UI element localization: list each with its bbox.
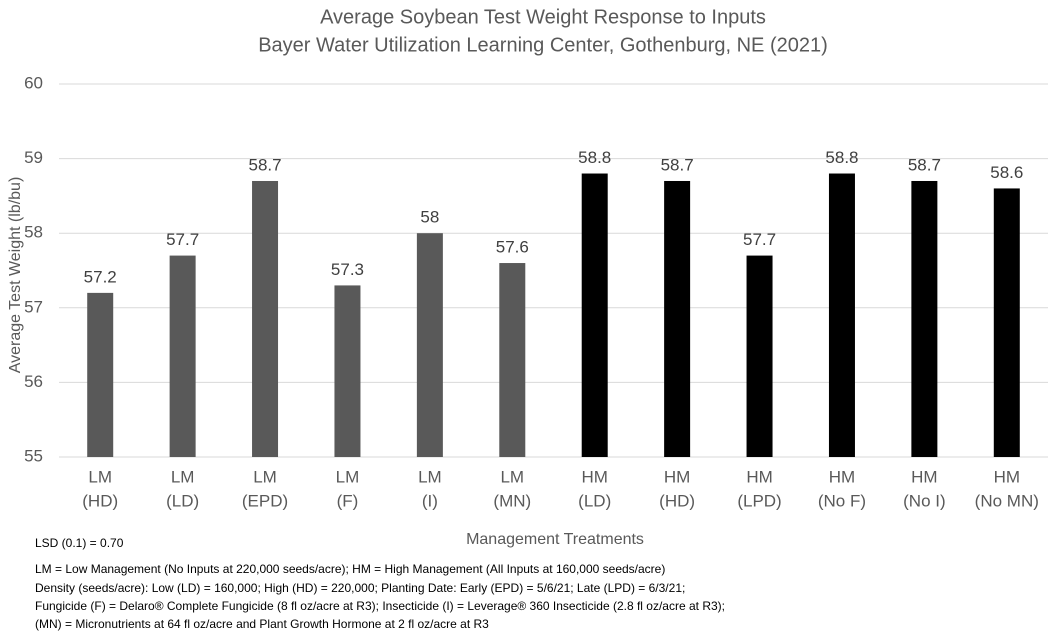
x-tick-label: LM [88, 467, 112, 486]
x-tick-label: (F) [337, 491, 359, 510]
x-axis-title: Management Treatments [466, 531, 644, 548]
x-tick-label: LM [500, 467, 524, 486]
bar [993, 188, 1020, 457]
x-tick-label: (LPD) [737, 491, 781, 510]
x-tick-label: (No F) [818, 491, 866, 510]
x-tick-label: (HD) [659, 491, 695, 510]
bar [252, 180, 279, 458]
data-label: 57.2 [84, 267, 117, 286]
footnote: (MN) = Micronutrients at 64 fl oz/acre a… [35, 617, 489, 631]
data-label: 58.6 [990, 163, 1023, 182]
data-label: 58.8 [825, 148, 858, 167]
y-tick-label: 58 [24, 223, 43, 242]
chart-subtitle: Bayer Water Utilization Learning Center,… [258, 34, 828, 56]
x-tick-label: LM [253, 467, 277, 486]
bar [828, 173, 855, 457]
x-tick-label: LM [418, 467, 442, 486]
chart-title: Average Soybean Test Weight Response to … [320, 6, 766, 28]
x-tick-label: HM [746, 467, 772, 486]
x-tick-label: (LD) [578, 491, 611, 510]
data-label: 57.3 [331, 260, 364, 279]
bar [664, 180, 691, 458]
footnote: Fungicide (F) = Delaro® Complete Fungici… [35, 599, 725, 613]
x-tick-label: (HD) [82, 491, 118, 510]
x-tick-label: (No I) [903, 491, 946, 510]
data-label: 57.7 [166, 230, 199, 249]
data-label: 57.7 [743, 230, 776, 249]
y-axis-title: Average Test Weight (lb/bu) [7, 177, 24, 374]
y-tick-label: 55 [24, 446, 43, 465]
bar [87, 292, 114, 457]
y-tick-label: 57 [24, 297, 43, 316]
x-tick-label: HM [994, 467, 1020, 486]
footnote: LM = Low Management (No Inputs at 220,00… [35, 562, 665, 576]
data-label: 58.8 [578, 148, 611, 167]
data-label: 58.7 [248, 155, 281, 174]
x-tick-label: (EPD) [242, 491, 288, 510]
y-tick-label: 60 [24, 73, 43, 92]
bar [334, 285, 361, 457]
bar [499, 263, 526, 457]
x-tick-label: LM [171, 467, 195, 486]
x-tick-label: (I) [422, 491, 438, 510]
bar [746, 255, 773, 457]
y-tick-label: 59 [24, 148, 43, 167]
footnote: LSD (0.1) = 0.70 [35, 536, 124, 550]
y-tick-label: 56 [24, 372, 43, 391]
x-tick-label: (MN) [493, 491, 531, 510]
x-tick-label: HM [664, 467, 690, 486]
x-tick-label: (No MN) [975, 491, 1039, 510]
x-tick-label: HM [829, 467, 855, 486]
bar [416, 233, 443, 457]
x-tick-label: LM [336, 467, 360, 486]
bar [581, 173, 608, 457]
bar [911, 180, 938, 458]
footnote: Density (seeds/acre): Low (LD) = 160,000… [35, 581, 685, 595]
data-label: 58.7 [908, 155, 941, 174]
bar [169, 255, 196, 457]
data-label: 57.6 [496, 238, 529, 257]
x-tick-label: HM [581, 467, 607, 486]
x-tick-label: HM [911, 467, 937, 486]
data-label: 58.7 [661, 155, 694, 174]
x-tick-label: (LD) [166, 491, 199, 510]
data-label: 58 [420, 208, 439, 227]
